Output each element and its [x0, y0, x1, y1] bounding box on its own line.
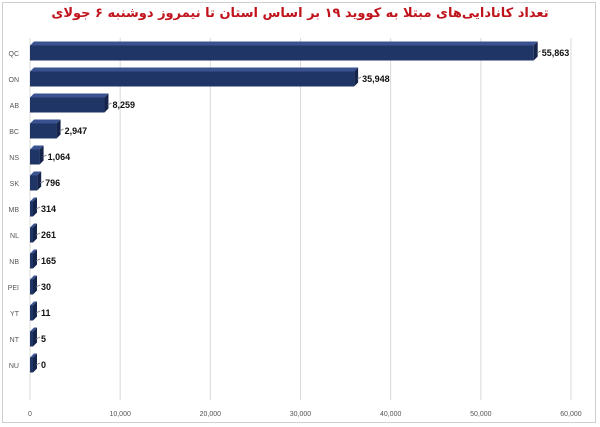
- value-label: 314: [41, 204, 56, 214]
- bar-top: [30, 93, 109, 98]
- leader-line: [35, 258, 41, 262]
- bar: [30, 253, 33, 269]
- category-label: NU: [9, 363, 19, 370]
- bar-side: [33, 327, 37, 347]
- bar-top: [30, 353, 37, 358]
- leader-line: [35, 206, 41, 210]
- bar-side: [33, 197, 37, 217]
- leader-line: [536, 50, 541, 54]
- value-label: 11: [41, 308, 51, 318]
- x-tick-label: 20,000: [200, 411, 222, 418]
- bar-top: [30, 223, 37, 228]
- category-label: NL: [10, 233, 19, 240]
- leader-line: [42, 154, 47, 158]
- bar-side: [104, 93, 109, 113]
- bar-top: [30, 171, 42, 176]
- bar: [30, 175, 38, 191]
- bar-top: [30, 249, 37, 254]
- bar-side: [354, 67, 359, 87]
- category-label: ON: [9, 77, 20, 84]
- leader-line: [356, 76, 362, 80]
- leader-line: [39, 180, 45, 184]
- leader-line: [107, 102, 112, 106]
- value-label: 5: [41, 334, 46, 344]
- bar: [30, 45, 534, 61]
- category-label: AB: [10, 103, 20, 110]
- bar-side: [533, 41, 538, 61]
- bar-side: [37, 171, 42, 191]
- value-label: 8,259: [112, 100, 135, 110]
- category-label: MB: [9, 207, 20, 214]
- bar: [30, 201, 33, 217]
- category-label: QC: [9, 51, 20, 58]
- bar: [30, 279, 33, 295]
- leader-line: [35, 336, 41, 340]
- x-tick-label: 10,000: [109, 411, 131, 418]
- bar: [30, 97, 105, 113]
- bar-side: [33, 275, 37, 295]
- bar: [30, 71, 355, 87]
- bar-top: [30, 67, 359, 72]
- value-label: 1,064: [48, 152, 71, 162]
- bar: [30, 305, 33, 321]
- bar-top: [30, 145, 44, 150]
- leader-line: [35, 310, 41, 314]
- category-label: YT: [10, 311, 20, 318]
- value-label: 55,863: [542, 48, 570, 58]
- leader-line: [59, 128, 64, 132]
- bar-top: [30, 275, 37, 280]
- value-label: 35,948: [362, 74, 390, 84]
- value-label: 261: [41, 230, 56, 240]
- bar-top: [30, 197, 37, 202]
- bar: [30, 149, 40, 165]
- bar-side: [56, 119, 61, 139]
- bar-top: [30, 301, 37, 306]
- bar-top: [30, 41, 538, 46]
- value-label: 2,947: [65, 126, 88, 136]
- bar: [30, 331, 33, 347]
- category-label: NS: [9, 155, 19, 162]
- x-tick-label: 60,000: [560, 411, 582, 418]
- leader-line: [35, 284, 41, 288]
- value-label: 796: [45, 178, 60, 188]
- bar-side: [33, 249, 37, 269]
- leader-line: [35, 362, 41, 366]
- category-label: NB: [9, 259, 19, 266]
- bar-top: [30, 119, 61, 124]
- category-label: SK: [10, 181, 20, 188]
- category-label: BC: [9, 129, 19, 136]
- x-tick-label: 30,000: [290, 411, 312, 418]
- leader-line: [35, 232, 41, 236]
- value-label: 165: [41, 256, 56, 266]
- bar: [30, 123, 57, 139]
- chart-title: تعداد کانادایی‌های مبتلا به کووید ۱۹ بر …: [51, 6, 549, 21]
- category-label: NT: [10, 337, 20, 344]
- bar-side: [33, 301, 37, 321]
- category-label: PEI: [8, 285, 19, 292]
- bar-side: [39, 145, 44, 165]
- value-label: 30: [41, 282, 51, 292]
- value-label: 0: [41, 360, 46, 370]
- bar-top: [30, 327, 37, 332]
- x-tick-label: 0: [28, 411, 32, 418]
- bar: [30, 357, 33, 373]
- x-tick-label: 50,000: [470, 411, 492, 418]
- bar-side: [33, 223, 37, 243]
- x-tick-label: 40,000: [380, 411, 402, 418]
- bar: [30, 227, 33, 243]
- bar-side: [33, 353, 37, 373]
